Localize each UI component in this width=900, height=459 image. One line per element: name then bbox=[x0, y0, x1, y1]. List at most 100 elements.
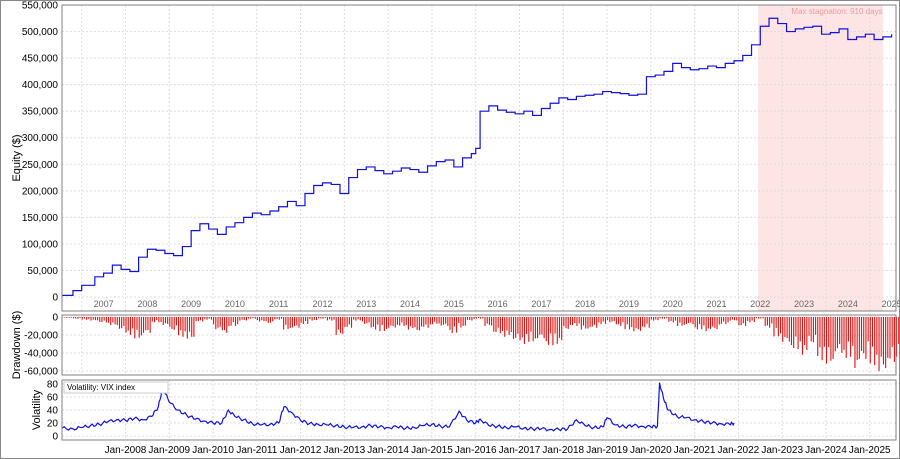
drawdown-bar bbox=[729, 317, 731, 321]
drawdown-bar bbox=[110, 317, 112, 326]
drawdown-bar bbox=[755, 317, 758, 319]
drawdown-bar bbox=[550, 317, 552, 334]
drawdown-bar bbox=[670, 317, 672, 321]
equity-year-label: 2009 bbox=[181, 299, 201, 309]
drawdown-bar bbox=[600, 317, 602, 325]
drawdown-bar bbox=[644, 317, 646, 328]
drawdown-bar bbox=[399, 317, 401, 326]
drawdown-bar bbox=[631, 317, 633, 328]
drawdown-bar bbox=[243, 317, 245, 321]
drawdown-bar bbox=[615, 317, 617, 325]
drawdown-bar bbox=[320, 317, 322, 319]
drawdown-bar bbox=[280, 317, 283, 319]
drawdown-bar bbox=[815, 317, 817, 335]
drawdown-bar bbox=[442, 317, 444, 325]
drawdown-bar bbox=[418, 317, 420, 331]
equity-year-label: 2014 bbox=[400, 299, 420, 309]
drawdown-bar bbox=[361, 317, 363, 322]
drawdown-bar bbox=[622, 317, 624, 323]
drawdown-bar bbox=[289, 317, 291, 329]
drawdown-bar bbox=[97, 317, 99, 321]
drawdown-bar bbox=[99, 317, 101, 322]
drawdown-bar bbox=[101, 317, 103, 323]
drawdown-bar bbox=[589, 317, 591, 328]
drawdown-bar bbox=[850, 317, 852, 357]
drawdown-bar bbox=[482, 317, 484, 319]
drawdown-bar bbox=[506, 317, 508, 331]
drawdown-bar bbox=[182, 317, 184, 337]
drawdown-bar bbox=[653, 317, 655, 321]
drawdown-bar bbox=[832, 317, 834, 359]
drawdown-bars bbox=[64, 317, 900, 371]
drawdown-bar bbox=[296, 317, 298, 326]
drawdown-y-axis-label: Drawdown ($) bbox=[11, 311, 23, 379]
volatility-x-tick-label: Jan-2020 bbox=[630, 445, 672, 456]
drawdown-bar bbox=[504, 317, 506, 337]
volatility-x-tick-label: Jan-2018 bbox=[542, 445, 584, 456]
drawdown-bar bbox=[635, 317, 637, 329]
drawdown-bar bbox=[134, 317, 136, 339]
drawdown-bar bbox=[585, 317, 587, 329]
drawdown-bar bbox=[241, 317, 243, 320]
volatility-x-tick-label: Jan-2024 bbox=[805, 445, 847, 456]
equity-year-label: 2012 bbox=[312, 299, 332, 309]
drawdown-bar bbox=[92, 317, 94, 320]
drawdown-bar bbox=[311, 317, 313, 321]
drawdown-bar bbox=[66, 317, 68, 318]
drawdown-bar bbox=[736, 317, 738, 321]
equity-y-tick-label: 250,000 bbox=[22, 160, 59, 171]
drawdown-bar bbox=[694, 317, 696, 328]
equity-year-label: 2021 bbox=[706, 299, 726, 309]
drawdown-bar bbox=[226, 317, 228, 333]
equity-year-label: 2010 bbox=[225, 299, 245, 309]
drawdown-bar bbox=[771, 317, 773, 324]
drawdown-bar bbox=[812, 317, 814, 343]
drawdown-bar bbox=[202, 317, 204, 322]
drawdown-bar bbox=[337, 317, 339, 330]
drawdown-y-tick-label: 0 bbox=[52, 313, 58, 324]
drawdown-bar bbox=[731, 317, 733, 320]
equity-y-tick-label: 450,000 bbox=[22, 54, 59, 65]
drawdown-bar bbox=[331, 317, 333, 321]
drawdown-bar bbox=[804, 317, 806, 346]
drawdown-bar bbox=[484, 317, 486, 326]
drawdown-bar bbox=[173, 317, 175, 330]
drawdown-bar bbox=[245, 317, 248, 321]
drawdown-bar bbox=[712, 317, 714, 327]
drawdown-bar bbox=[477, 317, 480, 319]
drawdown-bar bbox=[777, 317, 779, 337]
drawdown-bar bbox=[473, 317, 475, 320]
drawdown-bar bbox=[854, 317, 856, 369]
drawdown-bar bbox=[449, 317, 451, 330]
drawdown-bar bbox=[75, 317, 77, 319]
drawdown-bar bbox=[808, 317, 810, 336]
drawdown-bar bbox=[744, 317, 747, 326]
drawdown-bar bbox=[123, 317, 125, 327]
drawdown-bar bbox=[370, 317, 372, 328]
drawdown-bar bbox=[633, 317, 635, 332]
volatility-x-tick-label: Jan-2021 bbox=[674, 445, 716, 456]
volatility-x-tick-label: Jan-2015 bbox=[411, 445, 453, 456]
equity-year-label: 2023 bbox=[794, 299, 814, 309]
drawdown-bar bbox=[377, 317, 379, 325]
equity-y-tick-label: 50,000 bbox=[27, 266, 58, 277]
drawdown-bar bbox=[880, 317, 882, 357]
drawdown-bar bbox=[324, 317, 326, 319]
drawdown-bar bbox=[773, 317, 775, 337]
drawdown-bar bbox=[512, 317, 515, 339]
volatility-legend-text: Volatility: VIX index bbox=[67, 383, 135, 392]
drawdown-bar bbox=[526, 317, 528, 335]
drawdown-bar bbox=[213, 317, 215, 325]
equity-year-label: 2015 bbox=[444, 299, 464, 309]
volatility-y-ticks: 0 20 40 60 80 bbox=[47, 380, 59, 443]
volatility-x-tick-label: Jan-2017 bbox=[499, 445, 541, 456]
drawdown-bar bbox=[364, 317, 366, 324]
drawdown-bar bbox=[874, 317, 876, 366]
drawdown-bar bbox=[775, 317, 777, 328]
drawdown-bar bbox=[475, 317, 477, 319]
drawdown-bar bbox=[891, 317, 893, 347]
drawdown-bar bbox=[114, 317, 116, 325]
drawdown-bar bbox=[574, 317, 576, 324]
drawdown-bar bbox=[248, 317, 250, 319]
drawdown-bar bbox=[580, 317, 582, 330]
